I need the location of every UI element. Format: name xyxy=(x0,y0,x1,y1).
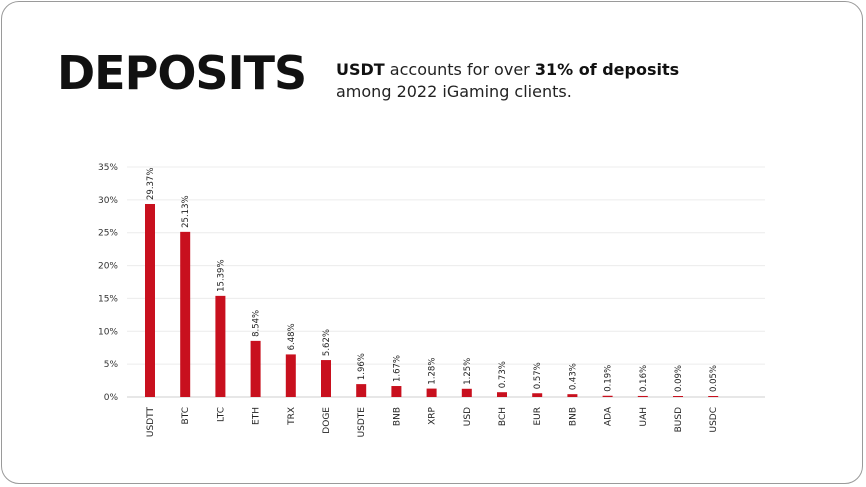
x-tick-label: DOGE xyxy=(322,407,332,434)
bar xyxy=(180,231,191,397)
x-tick-label: BNB xyxy=(392,407,402,426)
x-tick-label: BCH xyxy=(498,407,508,426)
y-tick-label: 25% xyxy=(98,229,118,239)
subtitle-highlight-percent: 31% of deposits xyxy=(534,60,680,79)
bar xyxy=(215,295,226,397)
y-tick-label: 10% xyxy=(98,327,118,337)
x-tick-label: TRX xyxy=(287,407,297,426)
subtitle-line2: among 2022 iGaming clients. xyxy=(336,82,572,101)
x-tick-label: USDTE xyxy=(357,407,367,438)
subtitle-text: accounts for over xyxy=(384,60,535,79)
data-label: 25.13% xyxy=(181,195,191,227)
y-tick-label: 0% xyxy=(104,393,119,403)
x-tick-label: XRP xyxy=(428,406,438,424)
subtitle-highlight-usdt: USDT xyxy=(336,60,385,79)
data-label: 0.57% xyxy=(533,362,543,389)
y-tick-label: 15% xyxy=(98,294,118,304)
data-label: 0.16% xyxy=(639,365,649,392)
y-tick-label: 30% xyxy=(98,196,118,206)
bar xyxy=(356,384,367,397)
bar xyxy=(708,396,719,397)
data-label: 5.62% xyxy=(322,329,332,356)
bar xyxy=(391,386,402,397)
data-label: 1.25% xyxy=(463,358,473,385)
x-tick-label: USDC xyxy=(709,407,719,433)
data-label: 0.05% xyxy=(709,365,719,392)
x-tick-label: USDTT xyxy=(146,407,156,438)
subtitle: USDT accounts for over 31% of deposits a… xyxy=(336,59,679,103)
x-tick-label: BTC xyxy=(181,407,191,424)
data-label: 6.48% xyxy=(287,323,297,350)
x-tick-label: BNB xyxy=(568,407,578,426)
x-tick-label: UAH xyxy=(639,407,649,427)
bar xyxy=(637,395,648,397)
bar xyxy=(497,392,507,397)
y-tick-label: 20% xyxy=(98,262,118,272)
x-tick-label: ADA xyxy=(604,406,614,426)
data-label: 1.28% xyxy=(428,358,438,385)
x-tick-label: USD xyxy=(463,407,473,426)
y-tick-label: 35% xyxy=(98,163,118,173)
bar xyxy=(321,360,331,397)
bar xyxy=(426,388,437,397)
data-label: 15.39% xyxy=(216,259,226,291)
data-label: 0.09% xyxy=(674,365,684,392)
bar xyxy=(673,396,683,397)
data-label: 1.96% xyxy=(357,353,367,380)
bar xyxy=(532,393,543,397)
bar xyxy=(461,388,472,397)
data-label: 8.54% xyxy=(252,310,262,337)
bar xyxy=(567,394,578,397)
data-label: 29.37% xyxy=(146,168,156,200)
data-label: 1.67% xyxy=(392,355,402,382)
data-label: 0.43% xyxy=(568,363,578,390)
x-tick-label: EUR xyxy=(533,407,543,426)
data-label: 0.73% xyxy=(498,361,508,388)
x-tick-label: ETH xyxy=(252,407,262,425)
data-label: 0.19% xyxy=(604,365,614,392)
bar xyxy=(250,340,261,397)
y-tick-label: 5% xyxy=(104,360,119,370)
x-tick-label: BUSD xyxy=(674,407,684,432)
bar xyxy=(285,354,296,397)
bar xyxy=(602,395,613,397)
page-title: DEPOSITS xyxy=(57,46,307,100)
bar xyxy=(145,203,155,397)
x-tick-label: LTC xyxy=(216,407,226,422)
